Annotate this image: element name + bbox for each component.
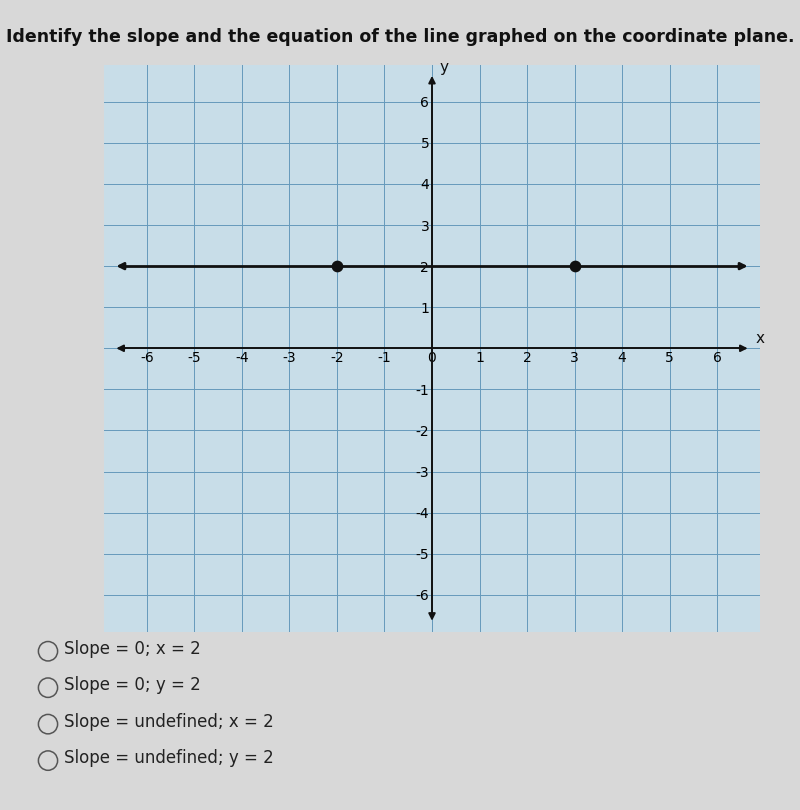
Text: Slope = 0; x = 2: Slope = 0; x = 2 (64, 640, 201, 658)
Point (568, 260, 581, 273)
Text: Slope = undefined; y = 2: Slope = undefined; y = 2 (64, 749, 274, 767)
Text: y: y (439, 60, 448, 75)
Text: Slope = undefined; x = 2: Slope = undefined; x = 2 (64, 713, 274, 731)
Text: Slope = 0; y = 2: Slope = 0; y = 2 (64, 676, 201, 694)
Text: Identify the slope and the equation of the line graphed on the coordinate plane.: Identify the slope and the equation of t… (6, 28, 794, 46)
Point (330, 260, 343, 273)
Text: x: x (755, 330, 764, 346)
